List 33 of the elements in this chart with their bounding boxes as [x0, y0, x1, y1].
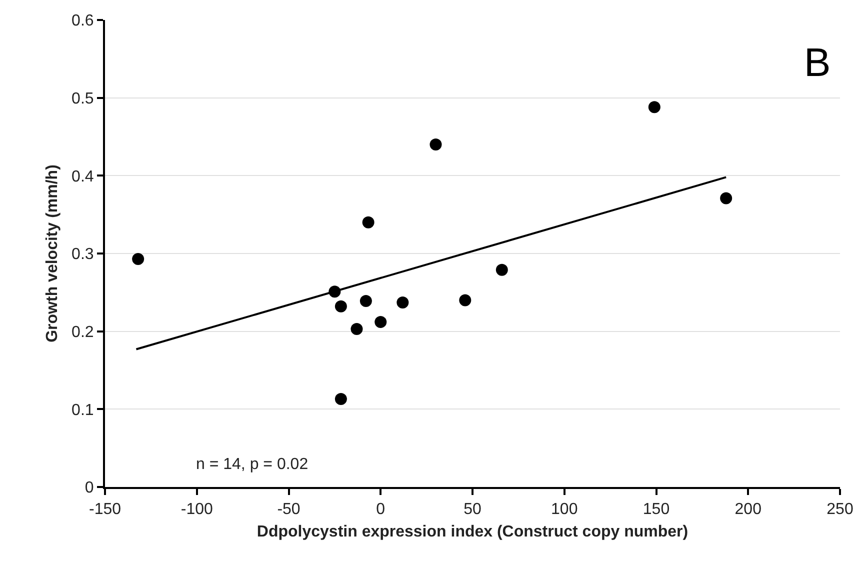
point [496, 264, 508, 276]
annotation: B [804, 41, 831, 85]
point [374, 316, 387, 328]
point [334, 300, 347, 312]
y-tick-label: 0 [84, 480, 94, 497]
x-tick-label: -150 [88, 501, 122, 518]
point [360, 294, 372, 307]
y-tick-label: 0.3 [72, 246, 94, 264]
point [720, 192, 732, 204]
x-tick-label: -100 [180, 501, 213, 518]
point [430, 138, 442, 151]
x-tick-label: 50 [464, 501, 482, 518]
x-tick-label: 0 [376, 501, 386, 518]
y-tick-label: 0.5 [72, 90, 94, 108]
y-axis-title: Growth velocity (mm/h) [44, 164, 61, 342]
y-tick-label: 0.6 [72, 12, 94, 30]
y-tick-label: 0.1 [72, 402, 94, 419]
point [350, 323, 363, 335]
x-axis-title: Ddpolycystin expression index (Construct copy number) [256, 523, 688, 540]
y-tick-label: 0.2 [72, 324, 94, 341]
x-tick-label: 100 [551, 501, 578, 518]
annotation: n = 14, p = 0.02 [196, 456, 308, 473]
point [362, 216, 374, 228]
x-tick-label: 150 [642, 501, 670, 518]
point [396, 296, 409, 309]
point [459, 294, 472, 306]
x-tick-label: -50 [277, 501, 300, 518]
point [334, 393, 347, 406]
x-tick-label: 200 [734, 501, 762, 518]
point [132, 252, 144, 265]
y-tick-label: 0.4 [72, 168, 94, 186]
point [648, 101, 660, 114]
x-tick-label: 250 [826, 501, 854, 518]
